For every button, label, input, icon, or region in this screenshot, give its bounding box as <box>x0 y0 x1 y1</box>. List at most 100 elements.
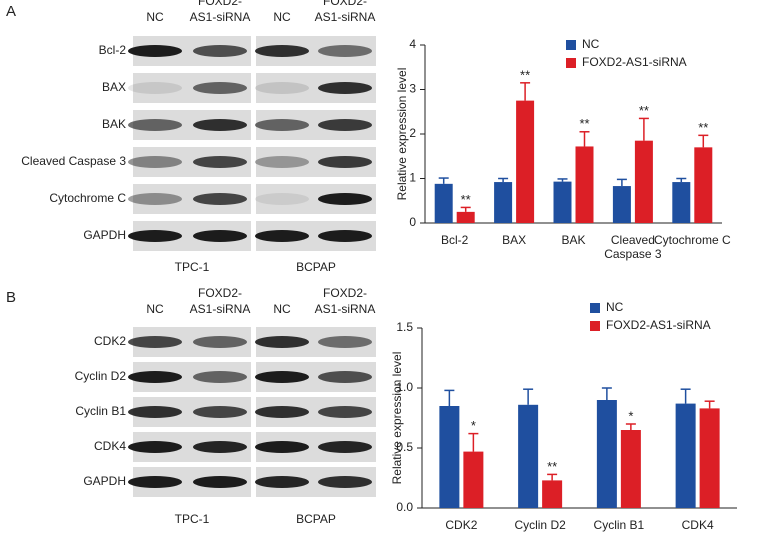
blot-band <box>318 119 372 131</box>
y-tick-label: 0.5 <box>396 440 413 454</box>
legend-swatch <box>566 40 576 50</box>
lane-header: AS1-siRNA <box>190 302 251 316</box>
legend-label: NC <box>606 300 624 314</box>
blot-band <box>318 336 372 348</box>
legend-swatch <box>590 321 600 331</box>
error-bar <box>444 389 455 406</box>
bar <box>694 147 713 223</box>
blot-band <box>255 230 309 242</box>
legend-label: FOXD2-AS1-siRNA <box>582 55 687 69</box>
blot-band <box>318 230 372 242</box>
y-tick-label: 1.5 <box>396 320 413 334</box>
error-bar <box>625 423 636 430</box>
y-axis-label: Relative expression level <box>390 352 404 485</box>
bar <box>516 100 535 223</box>
blot-band <box>255 193 309 205</box>
bar <box>494 182 513 223</box>
bar <box>575 146 594 223</box>
bar <box>456 211 475 223</box>
row-label: Cyclin D2 <box>75 369 127 383</box>
blot-band <box>193 82 247 94</box>
legend-swatch <box>566 58 576 68</box>
lane-header: FOXD2- <box>323 286 367 300</box>
row-label: Cyclin B1 <box>75 404 126 418</box>
lane-header: AS1-siRNA <box>315 10 376 24</box>
blot-band <box>193 156 247 168</box>
legend-label: FOXD2-AS1-siRNA <box>606 318 711 332</box>
blot-band <box>193 119 247 131</box>
blot-band <box>128 156 182 168</box>
y-tick-label: 3 <box>409 82 416 96</box>
blot-band <box>193 371 247 383</box>
x-tick-label: Cyclin B1 <box>593 518 645 532</box>
significance-label: * <box>471 418 476 433</box>
y-tick-label: 4 <box>409 37 416 51</box>
cell-line-label: TPC-1 <box>175 260 210 274</box>
blot-band <box>255 119 309 131</box>
row-label: CDK2 <box>94 334 126 348</box>
blot-band <box>318 441 372 453</box>
y-axis-label: Relative expression level <box>395 68 409 201</box>
x-tick-label: CDK4 <box>681 518 714 532</box>
error-bar <box>680 388 691 404</box>
blot-band <box>193 406 247 418</box>
significance-label: ** <box>698 120 708 135</box>
lane-header: AS1-siRNA <box>190 10 251 24</box>
error-bar <box>698 134 709 148</box>
blot-band <box>318 82 372 94</box>
blot-band <box>255 336 309 348</box>
x-tick-label-box: BAK <box>561 233 585 247</box>
blot-band <box>193 441 247 453</box>
bar <box>463 451 484 508</box>
error-bar <box>460 206 471 212</box>
lane-header: NC <box>273 10 291 24</box>
error-bar <box>468 432 479 452</box>
blot-band <box>318 371 372 383</box>
lane-header: NC <box>273 302 291 316</box>
y-tick-label: 2 <box>409 126 416 140</box>
lane-header: FOXD2- <box>198 0 242 8</box>
x-tick-label-box: CDK2 <box>445 518 478 532</box>
blot-band <box>128 230 182 242</box>
y-tick-label: 0.0 <box>396 500 413 514</box>
blot-band <box>128 336 182 348</box>
lane-header: NC <box>146 10 164 24</box>
blot-band <box>128 441 182 453</box>
significance-label: ** <box>547 459 557 474</box>
cell-line-label: BCPAP <box>296 260 336 274</box>
row-label: GAPDH <box>83 474 126 488</box>
blot-band <box>193 476 247 488</box>
blot-band <box>128 406 182 418</box>
error-bar <box>520 82 531 101</box>
significance-label: * <box>628 408 633 423</box>
error-bar <box>438 177 449 184</box>
x-tick-label-box: Cyclin D2 <box>514 518 565 532</box>
bar <box>675 403 696 508</box>
x-tick-label: Bcl-2 <box>441 233 469 247</box>
bar <box>542 480 563 508</box>
bar <box>634 140 653 223</box>
legend-swatch <box>590 303 600 313</box>
y-tick-label: 0 <box>409 215 416 229</box>
blot-band <box>255 156 309 168</box>
blot-band <box>128 119 182 131</box>
blot-band <box>255 406 309 418</box>
blot-band <box>128 371 182 383</box>
row-label: BAK <box>102 117 126 131</box>
blot-band <box>128 82 182 94</box>
blot-band <box>193 193 247 205</box>
lane-header: FOXD2- <box>323 0 367 8</box>
legend-label: NC <box>582 37 600 51</box>
blot-band <box>318 156 372 168</box>
panel-letter: A <box>6 3 16 20</box>
x-tick-label: Cytochrome C <box>653 233 731 247</box>
x-tick-label: CDK2 <box>445 518 478 532</box>
row-label: Cleaved Caspase 3 <box>21 154 126 168</box>
x-tick-label-box: Cleaved Caspase 3 <box>604 233 661 261</box>
lane-header: FOXD2- <box>198 286 242 300</box>
lane-header: AS1-siRNA <box>315 302 376 316</box>
blot-band <box>128 193 182 205</box>
bar <box>553 181 572 223</box>
x-tick-label-box: Cyclin B1 <box>593 518 645 532</box>
significance-label: ** <box>461 192 471 207</box>
